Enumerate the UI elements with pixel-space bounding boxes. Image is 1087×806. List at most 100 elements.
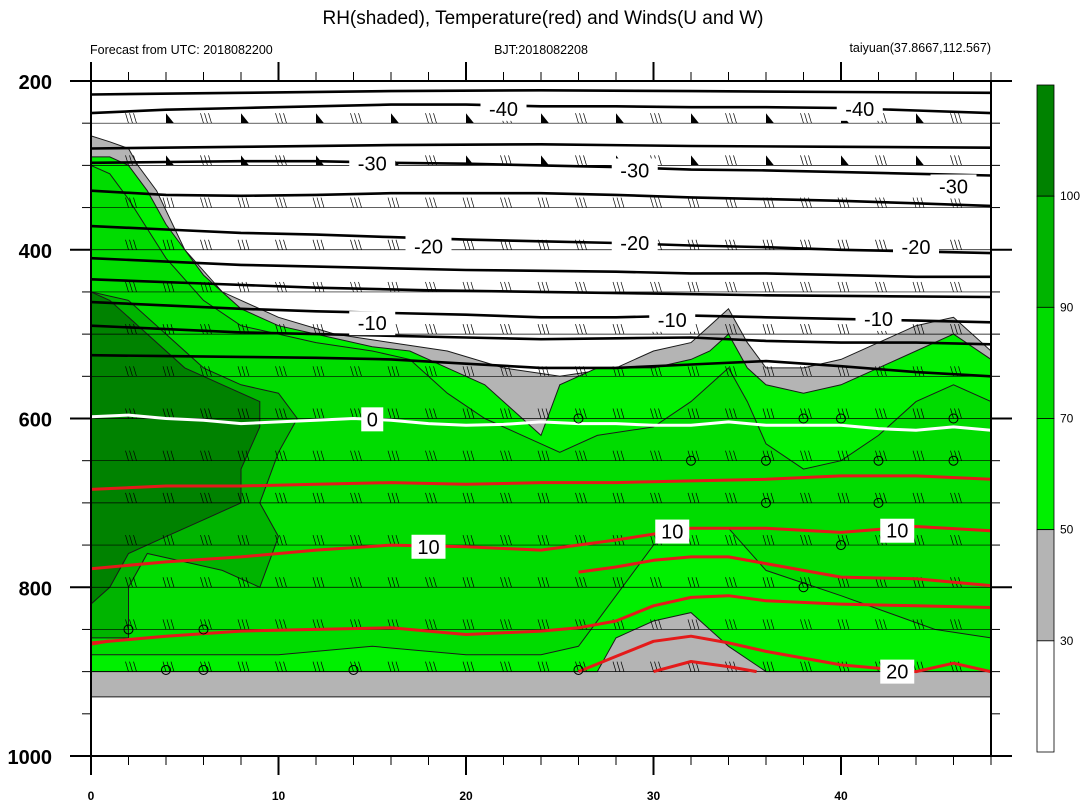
wind-barb xyxy=(204,113,208,124)
wind-barb xyxy=(808,492,812,503)
wind-barb xyxy=(541,197,546,208)
calm-wind-circle xyxy=(798,413,809,424)
wind-barb xyxy=(879,492,883,503)
wind-barb xyxy=(616,197,621,208)
wind-barb xyxy=(200,450,204,461)
wind-barb xyxy=(845,324,850,335)
wind-barb xyxy=(725,450,729,461)
wind-barb xyxy=(541,619,546,630)
calm-wind-circle xyxy=(761,497,771,508)
wind-barb xyxy=(916,281,921,293)
wind-barb xyxy=(733,281,737,293)
wind-flag xyxy=(766,155,774,166)
wind-barb xyxy=(283,197,287,208)
wind-barb xyxy=(470,534,475,546)
colorbar-box xyxy=(1036,306,1055,419)
wind-barb xyxy=(575,492,579,503)
wind-barb xyxy=(916,450,921,461)
wind-barb xyxy=(583,492,587,503)
wind-barb xyxy=(687,492,692,503)
wind-barb xyxy=(654,492,658,503)
wind-barb xyxy=(733,450,737,461)
wind-barb xyxy=(429,408,433,419)
wind-barb xyxy=(733,366,737,377)
wind-barb xyxy=(354,239,358,250)
wind-barb xyxy=(237,619,242,630)
wind-barb xyxy=(612,577,617,588)
wind-barb xyxy=(545,281,550,293)
contour-label: -20 xyxy=(620,233,649,255)
wind-barb xyxy=(733,113,737,124)
wind-barb xyxy=(391,492,396,503)
contour-label: -30 xyxy=(620,160,649,182)
wind-barb xyxy=(462,197,467,208)
wind-barb xyxy=(279,366,283,377)
calm-wind-circle xyxy=(198,624,209,635)
wind-barb xyxy=(800,619,804,630)
wind-barb xyxy=(729,408,733,419)
wind-barb xyxy=(954,324,958,335)
wind-barb xyxy=(245,534,250,546)
wind-barb xyxy=(433,113,437,124)
wind-barb xyxy=(762,408,767,419)
wind-barb xyxy=(691,366,696,377)
wind-barb xyxy=(350,661,354,672)
wind-barb xyxy=(920,408,925,419)
wind-barb xyxy=(916,408,921,419)
wind-barb xyxy=(766,408,771,419)
wind-barb xyxy=(800,450,804,461)
wind-barb xyxy=(283,619,287,630)
contour-label: -40 xyxy=(489,99,518,121)
wind-barb xyxy=(237,492,242,503)
wind-barb xyxy=(616,492,621,503)
wind-barb xyxy=(279,534,283,546)
wind-barb xyxy=(579,408,583,419)
wind-barb xyxy=(954,619,958,630)
wind-barb xyxy=(575,408,579,419)
wind-barb xyxy=(766,281,771,293)
wind-barb xyxy=(770,324,775,335)
wind-barb xyxy=(283,113,287,124)
temperature-contour xyxy=(577,634,991,674)
calm-wind-circle xyxy=(948,455,959,466)
wind-barb xyxy=(879,155,883,166)
wind-barb xyxy=(845,492,850,503)
wind-barb xyxy=(804,619,808,630)
wind-barb xyxy=(650,197,654,208)
wind-barb xyxy=(245,577,250,588)
wind-barb xyxy=(462,450,467,461)
wind-barb xyxy=(354,197,358,208)
wind-barb xyxy=(275,408,279,419)
wind-barb xyxy=(425,661,429,672)
wind-barb xyxy=(762,366,767,377)
wind-barb xyxy=(725,408,729,419)
temperature-contour xyxy=(91,89,991,96)
wind-barb xyxy=(612,197,617,208)
wind-barb xyxy=(133,534,137,546)
wind-barb xyxy=(312,239,317,250)
wind-barb xyxy=(125,534,129,546)
wind-barb xyxy=(958,534,962,546)
wind-barb xyxy=(470,408,475,419)
wind-barb xyxy=(545,492,550,503)
wind-barb xyxy=(241,281,246,293)
wind-barb xyxy=(316,197,321,208)
contour-label-bg xyxy=(836,96,883,121)
wind-barb xyxy=(312,619,317,630)
wind-barb xyxy=(612,661,617,672)
wind-barb xyxy=(729,366,733,377)
wind-barb xyxy=(762,534,767,546)
wind-barb xyxy=(129,113,133,124)
wind-barb xyxy=(508,408,512,419)
wind-barb xyxy=(358,661,362,672)
x-tick-label: 40 xyxy=(834,789,848,803)
wind-barb xyxy=(879,408,883,419)
wind-barb xyxy=(162,366,167,377)
wind-barb xyxy=(612,492,617,503)
wind-barb xyxy=(241,408,246,419)
wind-barb xyxy=(579,450,583,461)
contour-label-bg xyxy=(880,659,915,684)
wind-barb xyxy=(804,324,808,335)
wind-barb xyxy=(504,492,508,503)
